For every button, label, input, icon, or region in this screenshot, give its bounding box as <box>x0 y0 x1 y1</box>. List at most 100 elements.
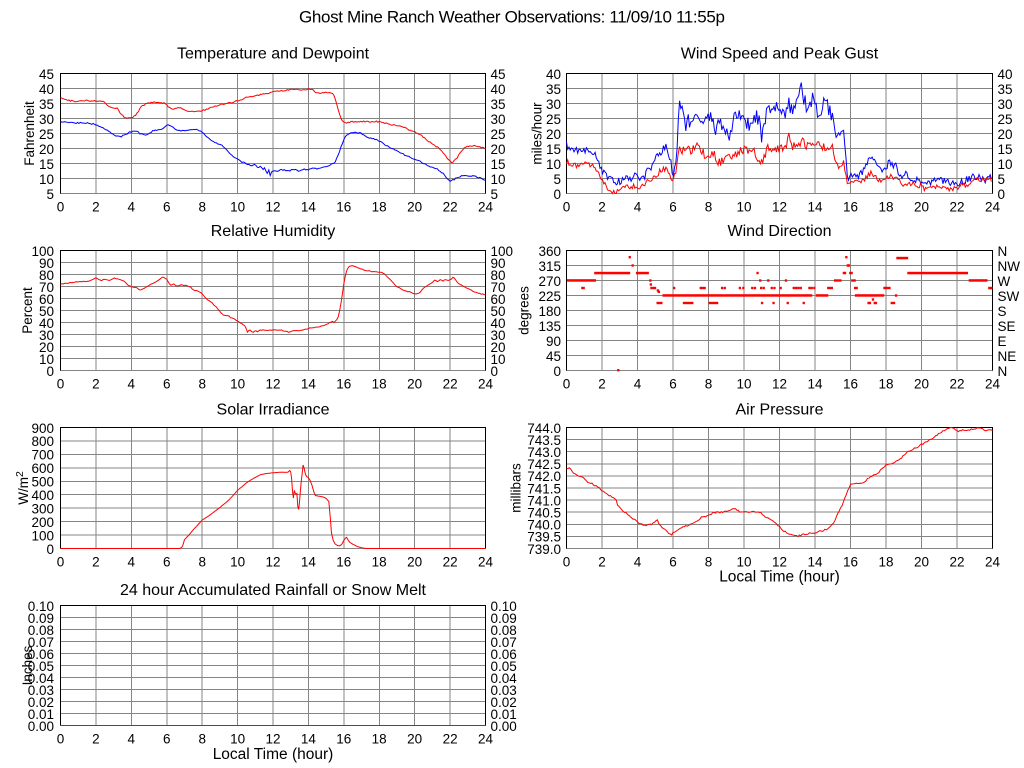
svg-text:2: 2 <box>598 377 606 392</box>
svg-text:30: 30 <box>39 112 54 127</box>
svg-text:Wind Direction: Wind Direction <box>727 223 831 240</box>
svg-text:6: 6 <box>163 732 171 747</box>
svg-text:360: 360 <box>538 244 561 259</box>
svg-text:4: 4 <box>634 377 642 392</box>
svg-text:16: 16 <box>336 555 351 570</box>
svg-text:24: 24 <box>478 555 494 570</box>
svg-text:Wind Speed and Peak Gust: Wind Speed and Peak Gust <box>681 46 879 63</box>
svg-text:0.01: 0.01 <box>491 707 517 722</box>
svg-text:8: 8 <box>198 377 206 392</box>
svg-text:6: 6 <box>163 200 171 215</box>
svg-text:14: 14 <box>301 732 317 747</box>
svg-text:22: 22 <box>949 377 964 392</box>
svg-text:18: 18 <box>372 377 387 392</box>
svg-text:0: 0 <box>57 555 65 570</box>
svg-text:10: 10 <box>736 555 751 570</box>
svg-text:741.5: 741.5 <box>527 481 561 496</box>
svg-text:4: 4 <box>128 377 136 392</box>
svg-text:700: 700 <box>31 448 54 463</box>
svg-text:739.0: 739.0 <box>527 542 561 557</box>
svg-text:4: 4 <box>634 200 642 215</box>
svg-text:2: 2 <box>92 200 100 215</box>
svg-text:20: 20 <box>407 377 422 392</box>
svg-text:100: 100 <box>31 528 54 543</box>
svg-text:20: 20 <box>914 200 929 215</box>
svg-text:14: 14 <box>301 200 317 215</box>
svg-text:743.5: 743.5 <box>527 433 561 448</box>
svg-text:270: 270 <box>538 274 561 289</box>
svg-text:30: 30 <box>39 328 54 343</box>
svg-text:15: 15 <box>546 142 561 157</box>
svg-text:8: 8 <box>198 555 206 570</box>
svg-text:24 hour Accumulated Rainfall o: 24 hour Accumulated Rainfall or Snow Mel… <box>120 582 426 599</box>
svg-text:14: 14 <box>301 555 317 570</box>
svg-text:0.08: 0.08 <box>28 623 54 638</box>
svg-text:N: N <box>998 244 1008 259</box>
svg-text:8: 8 <box>705 555 713 570</box>
svg-text:16: 16 <box>843 555 858 570</box>
svg-text:20: 20 <box>491 142 506 157</box>
svg-text:40: 40 <box>39 82 54 97</box>
svg-text:0: 0 <box>563 200 571 215</box>
svg-text:4: 4 <box>128 732 136 747</box>
svg-text:5: 5 <box>553 172 561 187</box>
svg-text:0: 0 <box>563 377 571 392</box>
svg-text:0.09: 0.09 <box>491 611 517 626</box>
svg-text:18: 18 <box>878 200 893 215</box>
svg-text:N: N <box>998 364 1008 379</box>
svg-text:0.01: 0.01 <box>28 707 54 722</box>
svg-text:Temperature and Dewpoint: Temperature and Dewpoint <box>177 46 370 63</box>
svg-text:8: 8 <box>705 377 713 392</box>
svg-text:SW: SW <box>998 289 1020 304</box>
svg-text:2: 2 <box>92 555 100 570</box>
svg-text:22: 22 <box>443 555 458 570</box>
svg-text:0.03: 0.03 <box>28 683 54 698</box>
svg-text:0.05: 0.05 <box>28 659 54 674</box>
svg-text:20: 20 <box>998 127 1013 142</box>
svg-text:18: 18 <box>372 732 387 747</box>
svg-text:12: 12 <box>265 555 280 570</box>
svg-text:Relative Humidity: Relative Humidity <box>211 223 335 240</box>
svg-text:18: 18 <box>372 555 387 570</box>
svg-text:22: 22 <box>443 377 458 392</box>
svg-text:5: 5 <box>46 187 54 202</box>
svg-text:Inches: Inches <box>20 645 35 685</box>
svg-text:45: 45 <box>39 67 54 82</box>
svg-text:20: 20 <box>491 340 506 355</box>
svg-text:2: 2 <box>92 732 100 747</box>
svg-text:740.5: 740.5 <box>527 506 561 521</box>
svg-text:35: 35 <box>998 82 1013 97</box>
svg-text:40: 40 <box>39 316 54 331</box>
svg-text:744.0: 744.0 <box>527 421 561 436</box>
svg-text:14: 14 <box>807 200 823 215</box>
svg-text:6: 6 <box>669 200 677 215</box>
svg-text:18: 18 <box>878 555 893 570</box>
svg-text:90: 90 <box>39 256 54 271</box>
svg-text:12: 12 <box>772 200 787 215</box>
svg-text:0: 0 <box>553 187 561 202</box>
svg-text:0.00: 0.00 <box>491 719 517 734</box>
svg-text:10: 10 <box>736 200 751 215</box>
svg-text:20: 20 <box>407 732 422 747</box>
svg-text:400: 400 <box>31 488 54 503</box>
svg-text:25: 25 <box>491 127 506 142</box>
svg-text:0: 0 <box>46 542 54 557</box>
svg-text:20: 20 <box>407 555 422 570</box>
svg-text:80: 80 <box>491 268 506 283</box>
svg-text:16: 16 <box>336 732 351 747</box>
svg-text:0: 0 <box>553 364 561 379</box>
svg-text:0.07: 0.07 <box>491 635 517 650</box>
svg-text:40: 40 <box>491 82 506 97</box>
svg-text:E: E <box>998 334 1007 349</box>
svg-text:4: 4 <box>128 200 136 215</box>
svg-text:Ghost Mine Ranch Weather Obser: Ghost Mine Ranch Weather Observations: 1… <box>299 8 725 27</box>
svg-text:12: 12 <box>265 200 280 215</box>
svg-text:10: 10 <box>230 732 245 747</box>
svg-text:0: 0 <box>563 555 571 570</box>
svg-text:4: 4 <box>128 555 136 570</box>
svg-text:22: 22 <box>443 732 458 747</box>
svg-text:10: 10 <box>491 352 506 367</box>
svg-text:0: 0 <box>998 187 1006 202</box>
svg-text:0: 0 <box>57 732 65 747</box>
svg-text:90: 90 <box>546 334 561 349</box>
